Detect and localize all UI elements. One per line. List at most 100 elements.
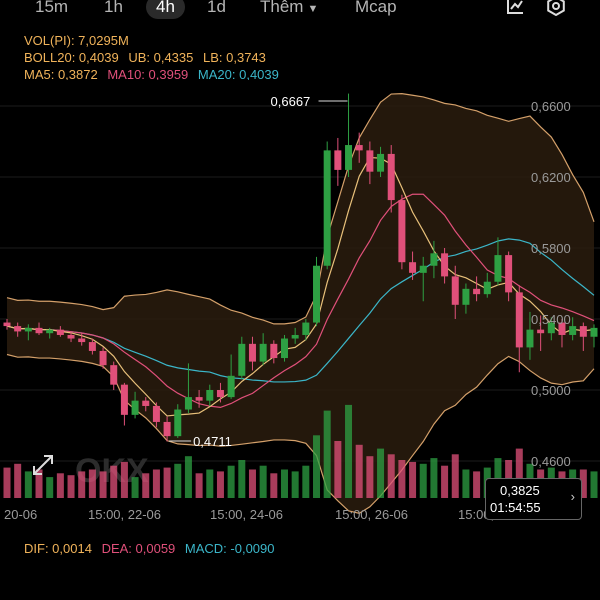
timeframe-tabs: 15m 1h 4h 1d Thêm ▼ Mcap	[0, 0, 600, 26]
candle-body	[99, 350, 107, 366]
price-axis-label: 0,5000	[531, 383, 571, 398]
indicator-chart-icon[interactable]	[505, 0, 525, 16]
boll-lb: LB: 0,3743	[203, 50, 266, 65]
candle-body	[14, 326, 22, 332]
candle-body	[67, 334, 75, 339]
tab-more[interactable]: Thêm ▼	[260, 0, 318, 17]
candle-body	[526, 329, 534, 348]
last-price: 0,3825	[500, 483, 540, 498]
price-chart[interactable]: OKX 0,66000,62000,58000,54000,50000,4600…	[0, 80, 600, 540]
ma5-line	[6, 156, 595, 417]
volume-bar	[377, 448, 385, 498]
candle-body	[547, 322, 555, 334]
volume-bar	[313, 435, 321, 498]
candle-body	[238, 343, 246, 376]
volume-bar	[184, 456, 192, 498]
volume-bar	[227, 465, 235, 498]
expand-icon[interactable]	[30, 452, 56, 478]
volume-bar	[355, 444, 363, 498]
candle-body	[280, 338, 288, 359]
settings-icon[interactable]	[546, 0, 566, 16]
ma20-label: MA20: 0,4039	[197, 67, 279, 82]
macd-value: MACD: -0,0090	[184, 541, 275, 556]
boll-label: BOLL20: 0,4039	[24, 50, 119, 65]
volume-bar	[409, 461, 417, 498]
high-price-label: 0,6667	[271, 94, 311, 109]
candle-body	[377, 153, 385, 172]
tab-mcap[interactable]: Mcap	[355, 0, 397, 16]
candle-body	[88, 342, 96, 351]
candle-body	[441, 253, 449, 277]
candle-body	[355, 145, 363, 151]
candle-body	[569, 326, 577, 335]
volume-bar	[441, 465, 449, 498]
candle-body	[78, 338, 86, 343]
low-price-label: 0,4711	[193, 434, 232, 449]
price-axis-label: 0,6600	[531, 99, 571, 114]
volume-bar	[152, 469, 160, 498]
date-axis-label: 15:00, 24-06	[210, 507, 283, 522]
macd-dea: DEA: 0,0059	[101, 541, 176, 556]
volume-bar	[334, 441, 342, 498]
candle-body	[174, 409, 182, 437]
candle-body	[409, 262, 417, 273]
volume-bar	[216, 471, 224, 498]
candle-body	[142, 400, 150, 406]
candle-body	[462, 288, 470, 305]
volume-bar	[206, 469, 214, 498]
tab-1h[interactable]: 1h	[104, 0, 123, 16]
candlesticks	[3, 93, 598, 442]
candle-body	[184, 397, 192, 410]
volume-bar	[163, 467, 171, 498]
candle-body	[515, 292, 523, 348]
volume-bar	[3, 467, 11, 498]
volume-bar	[291, 471, 299, 498]
last-price-badge[interactable]: 0,3825 01:54:55 ›	[485, 478, 582, 520]
tab-1d[interactable]: 1d	[207, 0, 226, 16]
candle-body	[195, 397, 203, 401]
volume-bar	[419, 463, 427, 498]
candle-body	[46, 329, 54, 334]
boll-indicator: BOLL20: 0,4039 UB: 0,4335 LB: 0,3743	[24, 50, 274, 65]
candle-body	[579, 326, 587, 337]
tab-15m[interactable]: 15m	[35, 0, 69, 16]
volume-bar	[398, 460, 406, 498]
candle-body	[248, 343, 256, 362]
candle-body	[505, 255, 513, 293]
candle-body	[110, 365, 118, 385]
candle-body	[3, 322, 11, 327]
boll-ub: UB: 0,4335	[128, 50, 194, 65]
volume-bar	[110, 465, 118, 498]
date-axis-label: 20-06	[4, 507, 37, 522]
volume-bar	[24, 471, 32, 498]
volume-bar	[579, 469, 587, 498]
candle-body	[387, 153, 395, 201]
volume-bar	[56, 473, 64, 498]
candle-body	[537, 329, 545, 334]
price-axis-label: 0,5800	[531, 241, 571, 256]
volume-bar	[131, 477, 139, 498]
candle-body	[398, 200, 406, 263]
candle-body	[131, 400, 139, 415]
vol-label: VOL(PI): 7,0295M	[24, 33, 129, 48]
candle-body	[259, 343, 267, 362]
tab-4h[interactable]: 4h	[146, 0, 185, 19]
volume-bar	[195, 473, 203, 498]
chevron-right-icon: ›	[570, 489, 575, 504]
volume-bars	[3, 404, 598, 498]
ma5-label: MA5: 0,3872	[24, 67, 98, 82]
volume-bar	[366, 456, 374, 498]
volume-bar	[270, 473, 278, 498]
chevron-down-icon: ▼	[307, 3, 319, 15]
candle-body	[323, 150, 331, 266]
ma-indicator: MA5: 0,3872 MA10: 0,3959 MA20: 0,4039	[24, 67, 287, 82]
price-axis-label: 0,5400	[531, 312, 571, 327]
candle-body	[302, 322, 310, 335]
candle-body	[430, 253, 438, 266]
candle-body	[24, 327, 32, 332]
boll-upper-line	[6, 92, 595, 325]
volume-bar	[590, 471, 598, 498]
volume-bar	[35, 469, 43, 498]
candle-body	[270, 343, 278, 359]
volume-bar	[238, 460, 246, 498]
